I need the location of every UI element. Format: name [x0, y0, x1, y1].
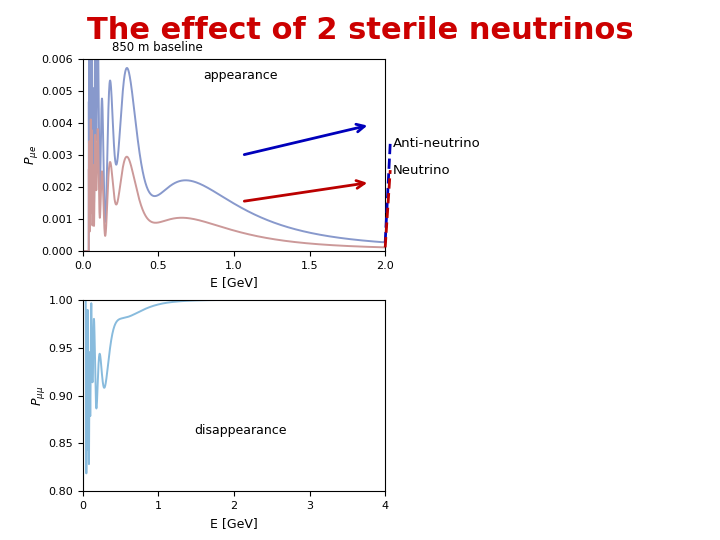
Text: The effect of 2 sterile neutrinos: The effect of 2 sterile neutrinos	[86, 16, 634, 45]
Text: appearance: appearance	[203, 69, 277, 82]
X-axis label: E [GeV]: E [GeV]	[210, 276, 258, 289]
Y-axis label: $P_{\mu\mu}$: $P_{\mu\mu}$	[30, 386, 47, 406]
Text: 850 m baseline: 850 m baseline	[112, 41, 202, 55]
X-axis label: E [GeV]: E [GeV]	[210, 517, 258, 530]
Y-axis label: $P_{\mu e}$: $P_{\mu e}$	[23, 145, 40, 165]
Text: disappearance: disappearance	[194, 424, 287, 437]
Text: Anti-neutrino: Anti-neutrino	[392, 137, 480, 150]
Text: Neutrino: Neutrino	[392, 164, 450, 177]
